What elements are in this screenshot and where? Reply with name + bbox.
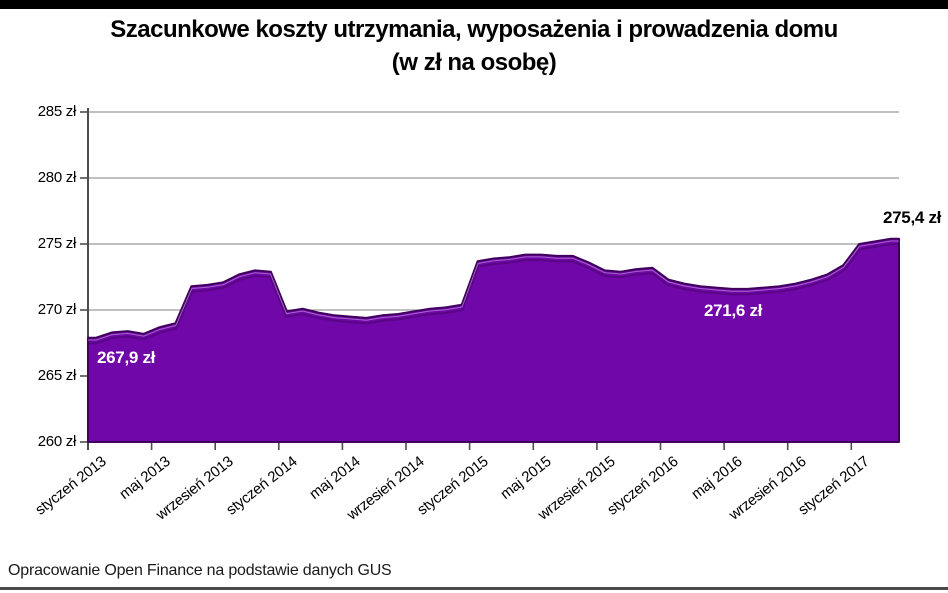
data-label-first: 267,9 zł xyxy=(97,348,156,367)
chart-title: Szacunkowe koszty utrzymania, wyposażeni… xyxy=(0,13,948,79)
y-axis-label: 260 zł xyxy=(37,433,77,450)
area-series xyxy=(87,237,900,443)
y-axis-label: 280 zł xyxy=(37,169,77,186)
y-axis-label: 285 zł xyxy=(37,103,77,120)
top-border xyxy=(0,0,948,9)
y-axis-label: 265 zł xyxy=(37,367,77,384)
data-label-minimum: 271,6 zł xyxy=(704,301,763,320)
bottom-border xyxy=(0,587,948,590)
data-label-last: 275,4 zł xyxy=(883,208,942,227)
y-axis-label: 275 zł xyxy=(37,235,77,252)
chart-title-line2: (w zł na osobę) xyxy=(391,49,557,76)
y-axis-label: 270 zł xyxy=(37,301,77,318)
chart-title-line1: Szacunkowe koszty utrzymania, wyposażeni… xyxy=(110,16,838,43)
source-note: Opracowanie Open Finance na podstawie da… xyxy=(8,562,392,579)
